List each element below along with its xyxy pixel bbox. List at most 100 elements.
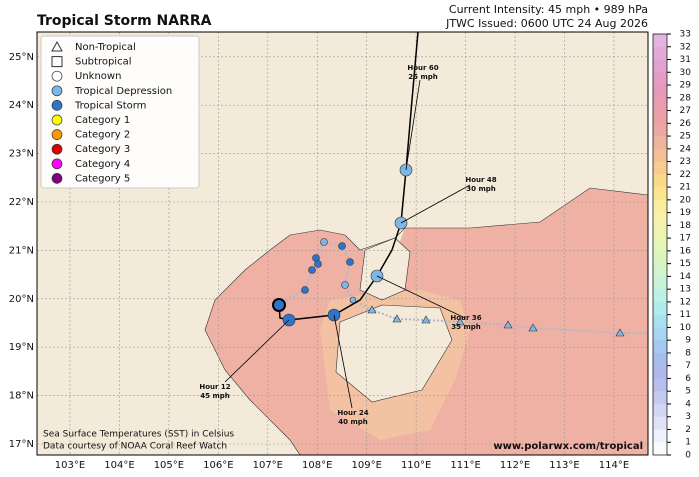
colorbar-label: 19	[680, 208, 692, 218]
forecast-hour: Hour 12	[199, 383, 230, 391]
legend-label: Subtropical	[75, 57, 132, 68]
leaders	[224, 79, 471, 409]
colorbar-cell	[653, 276, 667, 290]
forecast-wind: 35 mph	[451, 323, 480, 331]
legend	[40, 35, 200, 189]
forecast-hour: Hour 36	[450, 314, 481, 322]
legend-label: Category 4	[75, 159, 130, 170]
legend-icon	[51, 129, 63, 140]
colorbar-cell	[653, 327, 667, 341]
colorbar-label: 3	[685, 412, 691, 422]
colorbar-label: 13	[680, 285, 691, 295]
colorbar-cell	[653, 46, 667, 61]
colorbar-label: 2	[685, 425, 691, 435]
lon-label: 110°E	[401, 460, 431, 471]
colorbar-label: 10	[680, 323, 692, 333]
colorbar-cell	[653, 161, 667, 175]
colorbar-label: 8	[685, 348, 691, 358]
lon-label: 103°E	[55, 460, 85, 471]
colorbar-label: 1	[685, 438, 691, 448]
lon-label: 106°E	[203, 460, 233, 471]
colorbar-cell	[653, 123, 667, 137]
colorbar-cell	[653, 416, 667, 430]
triangles	[367, 305, 625, 337]
colorbar-label: 27	[680, 106, 691, 116]
lon-label: 113°E	[549, 460, 579, 471]
colorbar-cell	[653, 136, 667, 150]
colorbar-cell	[653, 174, 667, 188]
intensity: Current Intensity: 45 mph • 989 hPa	[449, 3, 648, 16]
colorbar-cell	[653, 34, 667, 48]
legend-label: Category 2	[75, 130, 130, 141]
footnote: Data courtesy of NOAA Coral Reef Watch	[43, 442, 227, 452]
colorbar-cell	[653, 59, 667, 73]
colorbar-label: 29	[680, 81, 692, 91]
colorbar-label: 7	[685, 361, 691, 371]
lat-label: 23°N	[9, 149, 34, 160]
colorbar-label: 14	[680, 272, 692, 282]
legend-label: Tropical Storm	[74, 100, 146, 111]
colorbar-cell	[653, 225, 667, 239]
colorbar-label: 33	[680, 30, 691, 40]
lon-label: 111°E	[450, 460, 480, 471]
title: Tropical Storm NARRA	[37, 13, 212, 29]
forecast-hour: Hour 60	[407, 64, 438, 72]
lon-label: 108°E	[302, 460, 332, 471]
legend-icon	[51, 158, 63, 170]
legend-icon	[51, 70, 63, 82]
lon-label: 107°E	[253, 460, 283, 471]
credit: www.polarwx.com/tropical	[493, 441, 643, 452]
colorbar-cell	[653, 429, 667, 443]
colorbar-cell	[653, 289, 667, 303]
colorbar-label: 11	[680, 310, 691, 320]
colorbar-cell	[653, 250, 667, 265]
forecast-wind: 45 mph	[200, 392, 229, 400]
forecast-wind: 40 mph	[338, 418, 367, 426]
colorbar-label: 21	[680, 183, 691, 193]
colorbar-cell	[653, 340, 667, 354]
hainan	[335, 304, 453, 403]
colorbar-cell	[653, 301, 667, 316]
footnote: Sea Surface Temperatures (SST) in Celsiu…	[43, 430, 234, 440]
colorbar-cell	[653, 97, 667, 112]
legend-label: Category 3	[75, 144, 130, 155]
colorbar-label: 28	[680, 93, 692, 103]
colorbar-label: 17	[680, 234, 691, 244]
forecast-wind: 25 mph	[408, 73, 437, 81]
legend-icon	[51, 173, 63, 184]
colorbar-label: 12	[680, 297, 691, 307]
legend-label: Tropical Depression	[74, 86, 172, 97]
colorbar-cell	[653, 403, 667, 418]
legend-label: Category 1	[75, 115, 130, 126]
colorbar-label: 22	[680, 170, 691, 180]
lon-label: 105°E	[154, 460, 184, 471]
lat-label: 18°N	[9, 391, 34, 402]
colorbar-cell	[653, 212, 667, 226]
colorbar-label: 23	[680, 157, 691, 167]
colorbar-cell	[653, 199, 667, 214]
lat-label: 21°N	[9, 245, 34, 256]
colorbar-label: 20	[680, 195, 692, 205]
legend-icon	[51, 56, 63, 68]
colorbar-label: 16	[680, 246, 692, 256]
colorbar-cell	[653, 187, 667, 201]
lat-label: 17°N	[9, 439, 34, 450]
colorbar-label: 31	[680, 55, 691, 65]
forecast-wind: 30 mph	[466, 185, 495, 193]
colorbar-label: 24	[680, 144, 692, 154]
colorbar-cell	[653, 148, 667, 163]
legend-icon	[51, 114, 63, 126]
lat-label: 20°N	[9, 294, 34, 305]
colorbar-label: 25	[680, 132, 691, 142]
colorbar-label: 6	[685, 374, 691, 384]
legend-icon	[51, 40, 63, 52]
lat-label: 25°N	[9, 52, 34, 63]
colorbar-label: 5	[685, 387, 691, 397]
lon-label: 104°E	[104, 460, 134, 471]
colorbar-label: 0	[685, 451, 691, 461]
legend-icon	[51, 100, 63, 111]
colorbar-cell	[653, 263, 667, 277]
legend-icon	[51, 85, 63, 97]
